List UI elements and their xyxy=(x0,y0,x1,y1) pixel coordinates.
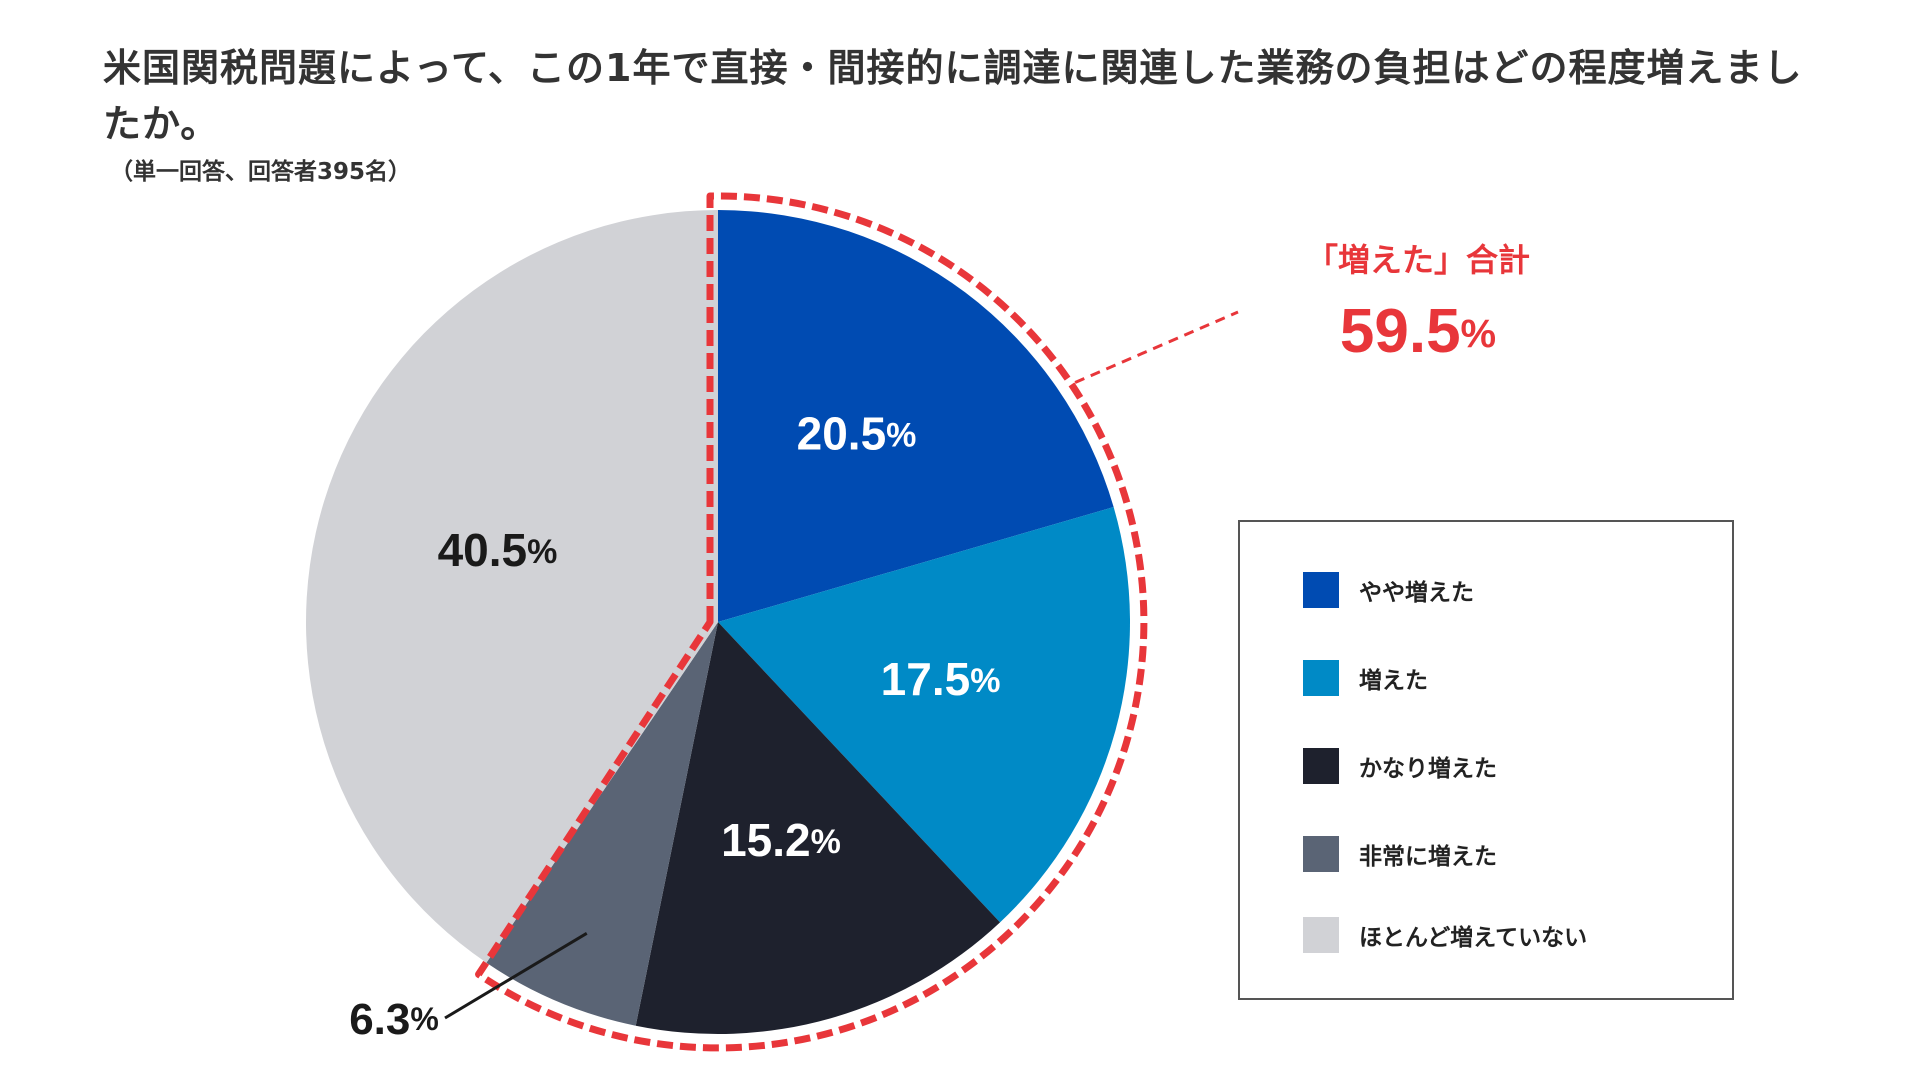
highlight-outline xyxy=(475,192,1148,1052)
legend-swatch-hijou xyxy=(1303,836,1339,872)
pie-slice-fueta xyxy=(718,507,1130,923)
slice-label-hijou: 6.3% xyxy=(349,995,439,1044)
pie-slice-hijou xyxy=(486,622,718,1026)
pie-slice-hotondo xyxy=(306,210,718,963)
legend: やや増えた 増えた かなり増えた 非常に増えた ほとんど増えていない xyxy=(1238,520,1734,1000)
legend-label-kanari: かなり増えた xyxy=(1359,756,1497,782)
pie-slice-yaya xyxy=(718,210,1114,622)
legend-swatch-yaya xyxy=(1303,572,1339,608)
legend-swatch-hotondo xyxy=(1303,917,1339,953)
legend-item-fueta: 増えた xyxy=(1303,660,1428,696)
slice-label-hotondo: 40.5% xyxy=(438,524,558,576)
legend-item-hotondo: ほとんど増えていない xyxy=(1303,917,1587,953)
legend-swatch-kanari xyxy=(1303,748,1339,784)
slice-leader-hijou xyxy=(444,932,588,1020)
pie-slice-kanari xyxy=(635,622,1001,1035)
chart-note: （単一回答、回答者395名） xyxy=(110,159,412,185)
legend-label-fueta: 増えた xyxy=(1359,668,1428,694)
legend-label-hijou: 非常に増えた xyxy=(1359,844,1497,870)
highlight-total-value: 59.5% xyxy=(1340,297,1496,366)
legend-item-kanari: かなり増えた xyxy=(1303,748,1497,784)
legend-item-yaya: やや増えた xyxy=(1303,572,1474,608)
slice-label-fueta: 17.5% xyxy=(881,653,1001,705)
legend-swatch-fueta xyxy=(1303,660,1339,696)
chart-title: 米国関税問題によって、この1年で直接・間接的に調達に関連した業務の負担はどの程度… xyxy=(103,46,1803,146)
legend-item-hijou: 非常に増えた xyxy=(1303,836,1497,872)
slice-label-yaya: 20.5% xyxy=(797,408,917,460)
slice-label-kanari: 15.2% xyxy=(721,814,841,866)
legend-label-hotondo: ほとんど増えていない xyxy=(1359,925,1588,951)
legend-label-yaya: やや増えた xyxy=(1359,580,1474,606)
highlight-leader-line xyxy=(1074,310,1239,384)
highlight-label: 「増えた」合計 xyxy=(1306,241,1530,279)
